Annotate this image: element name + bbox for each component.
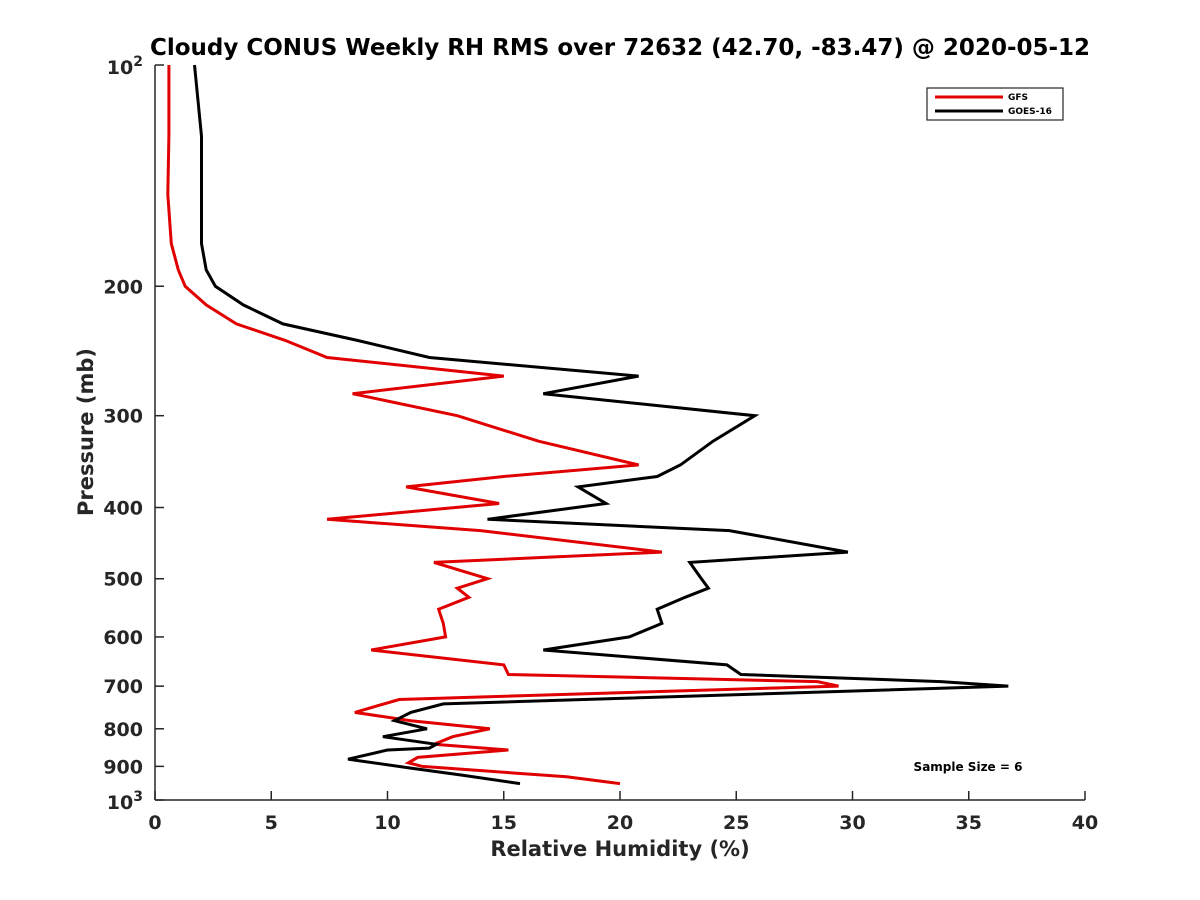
y-tick-base: 10 xyxy=(107,57,133,79)
plot-frame xyxy=(155,65,1085,800)
y-axis-label: Pressure (mb) xyxy=(74,348,98,516)
y-tick-label: 400 xyxy=(103,498,143,520)
x-tick-label: 35 xyxy=(956,812,982,834)
legend-label: GFS xyxy=(1008,93,1028,103)
x-tick-label: 40 xyxy=(1072,812,1098,834)
sample-size-annotation: Sample Size = 6 xyxy=(914,760,1023,774)
x-tick-label: 20 xyxy=(607,812,633,834)
legend-box xyxy=(926,87,1064,121)
y-tick-label: 300 xyxy=(103,406,143,428)
chart-title: Cloudy CONUS Weekly RH RMS over 72632 (4… xyxy=(150,35,1090,61)
y-tick-label: 102 xyxy=(107,54,143,79)
y-tick-label: 500 xyxy=(103,569,143,591)
legend: GFS GOES-16 xyxy=(926,87,1064,121)
x-axis-ticks: 0 5 10 15 20 25 30 35 40 xyxy=(148,791,1098,834)
series-line-gfs xyxy=(166,65,839,786)
series-layer xyxy=(166,64,1009,786)
plot-area: 0 5 10 15 20 25 30 35 40 10220030040050060070080… xyxy=(103,54,1098,834)
x-tick-label: 25 xyxy=(723,812,749,834)
x-tick-label: 15 xyxy=(491,812,517,834)
y-tick-label: 103 xyxy=(107,789,143,814)
x-tick-label: 5 xyxy=(265,812,278,834)
y-tick-label: 800 xyxy=(103,719,143,741)
y-tick-label: 700 xyxy=(103,676,143,698)
x-axis-label: Relative Humidity (%) xyxy=(490,837,749,861)
series-line-goes-16 xyxy=(193,64,1009,786)
y-tick-label: 900 xyxy=(103,756,143,778)
y-tick-exponent: 2 xyxy=(133,54,143,70)
x-tick-label: 10 xyxy=(374,812,400,834)
x-tick-label: 30 xyxy=(839,812,865,834)
y-tick-exponent: 3 xyxy=(133,789,143,805)
y-tick-label: 600 xyxy=(103,627,143,649)
x-tick-label: 0 xyxy=(148,812,161,834)
y-tick-label: 200 xyxy=(103,276,143,298)
y-tick-base: 10 xyxy=(107,792,133,814)
legend-label: GOES-16 xyxy=(1008,107,1052,117)
